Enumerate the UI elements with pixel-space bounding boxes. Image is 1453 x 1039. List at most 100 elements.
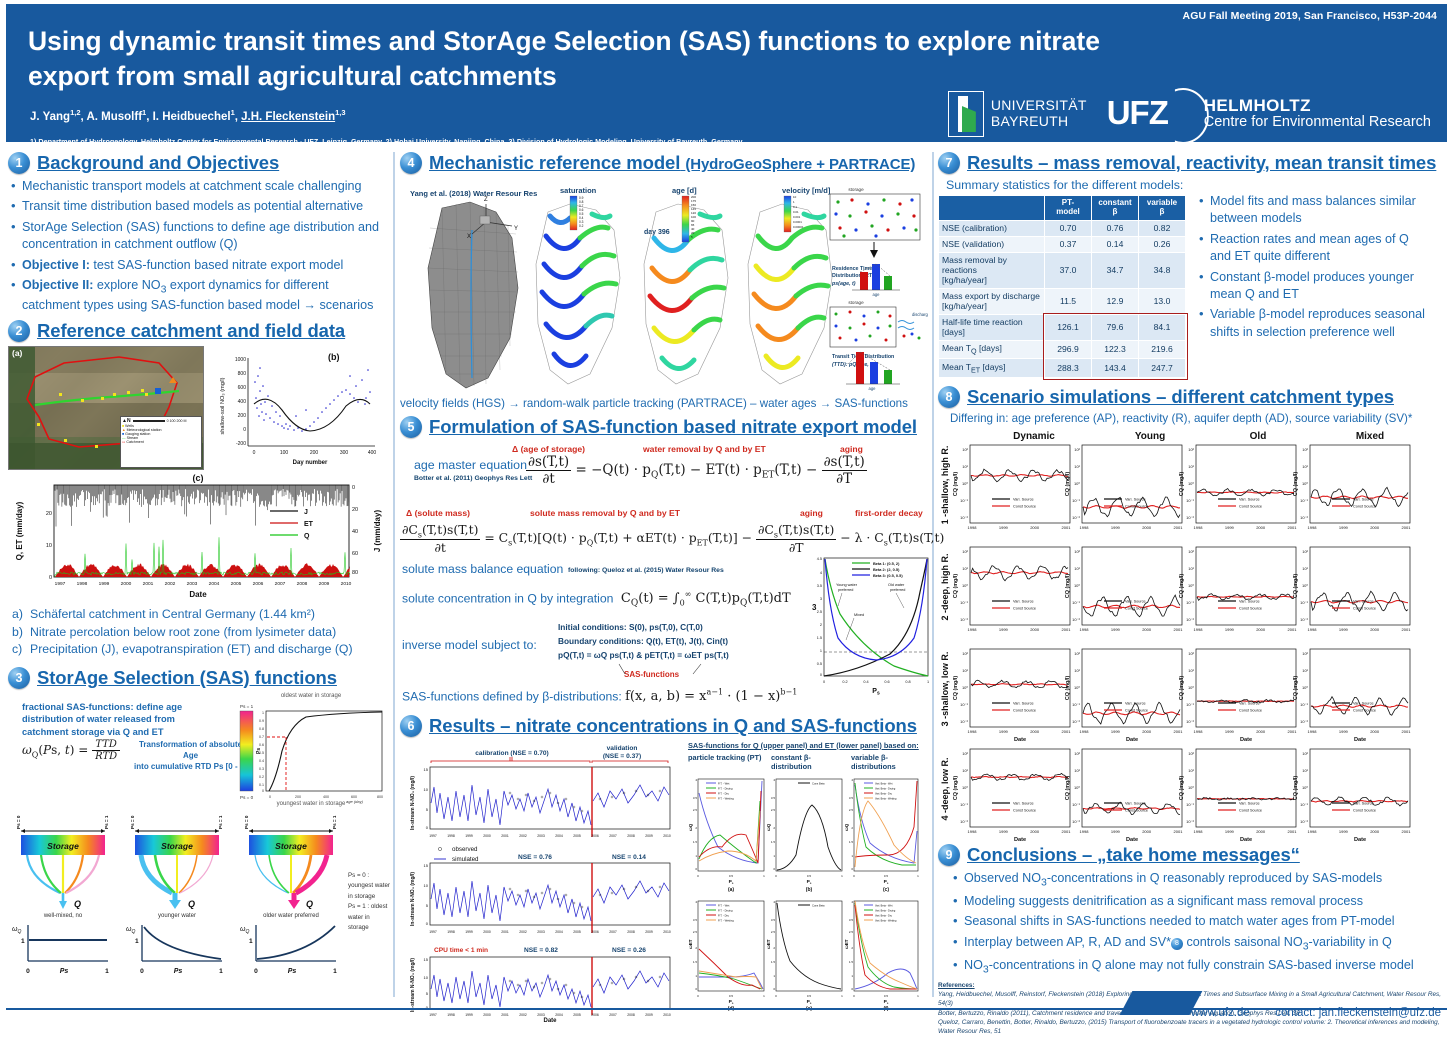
- svg-text:10⁻¹: 10⁻¹: [1072, 498, 1081, 503]
- scenario-cell: 10² 10¹ 10⁰ 10⁻¹ 10⁻² 1998 1999 2000 2001 CQ (mg/…: [1179, 546, 1297, 632]
- sas-xlabel-e: Ps: [807, 999, 812, 1005]
- cell-pt: 296.9: [1044, 339, 1092, 360]
- row-label: Half-life time reaction [days]: [938, 313, 1045, 341]
- beta-legend-2: Beta 2: (2, 0.5): [873, 567, 900, 572]
- rtd-xticks: 0 200 400 600 800: [269, 795, 383, 799]
- sim-line-bot-valid: [592, 970, 670, 994]
- q-label: Q: [188, 899, 195, 909]
- ts-xticks-bot: 1997 1998 1999 2000 2001 2002 2003 2004 2005 2…: [429, 1013, 671, 1017]
- cell-pt: 11.5: [1044, 287, 1092, 315]
- svg-text:10⁰: 10⁰: [1074, 481, 1080, 486]
- omega-equation: ωQ(Ps, t) = TTD RTD: [22, 739, 121, 762]
- svg-text:1998: 1998: [1194, 525, 1204, 530]
- legend-const-source: Const Source: [1239, 607, 1262, 611]
- ufz-logo-text: HELMHOLTZ Centre for Environmental Resea…: [1203, 96, 1431, 132]
- stream-3d-icon: [470, 229, 473, 379]
- svg-text:175: 175: [691, 199, 696, 203]
- svg-text:2000: 2000: [1256, 829, 1266, 834]
- svg-text:2008: 2008: [627, 930, 635, 934]
- svg-text:0.9: 0.9: [579, 196, 584, 200]
- omega-xtick-0: 0: [140, 968, 144, 975]
- row-label: Mean TET [days]: [938, 358, 1045, 379]
- objective-2-label: Objective II:: [22, 277, 94, 292]
- valid-bracket: [591, 760, 669, 763]
- section-ref-badge: 8: [1171, 937, 1183, 950]
- svg-text:3.5: 3.5: [817, 584, 822, 588]
- svg-text:2.5: 2.5: [817, 610, 822, 614]
- legend-vari-source: Vari. Source: [1239, 600, 1260, 604]
- omega-xtick-1: 1: [105, 968, 109, 975]
- omega-xtick-0: 0: [254, 968, 258, 975]
- flow-paths: [138, 854, 214, 895]
- ts-ylabel-bot: In-stream N-NO₃ (mg/l): [410, 958, 416, 1012]
- svg-text:0: 0: [775, 994, 777, 998]
- svg-text:Cons Beta: Cons Beta: [812, 782, 825, 786]
- particle-dots-bottom: [834, 310, 892, 342]
- footer-contact[interactable]: contact: jan.fleckenstein@ufz.de: [1275, 1007, 1441, 1019]
- map-scale-text: 0 100 200 M: [166, 419, 187, 424]
- cell-const: 0.14: [1091, 235, 1139, 253]
- legend-et: ET: [304, 521, 314, 528]
- age-panel: age [d] day 396: [643, 186, 729, 385]
- svg-text:1: 1: [763, 994, 765, 998]
- legend-const-source: Const Source: [1353, 709, 1376, 713]
- table-row: Mass removal by reactions [kg/ha/year] 37…: [938, 251, 1186, 289]
- scatter-fit-line: [253, 398, 371, 432]
- sim-line-top-valid: [592, 784, 670, 808]
- svg-text:10¹: 10¹: [1188, 566, 1194, 571]
- sas-functions-note: SAS-functions: [624, 670, 680, 679]
- legend-vari-source: Vari. Source: [1013, 702, 1034, 706]
- svg-text:10⁻²: 10⁻²: [1186, 617, 1195, 622]
- storage-label-top: storage: [848, 187, 864, 192]
- rtd-bars: age: [852, 263, 900, 297]
- svg-text:Vari. Beta - Drying: Vari. Beta - Drying: [875, 909, 896, 912]
- panel-c-ylabel-left: Q, ET (mm/day): [15, 502, 24, 561]
- svg-text:10¹: 10¹: [1074, 566, 1080, 571]
- storage-label: Storage: [47, 841, 79, 851]
- svg-text:Vari. Beta - Wet: Vari. Beta - Wet: [875, 782, 893, 785]
- svg-text:1999: 1999: [999, 829, 1009, 834]
- svg-text:2006: 2006: [591, 834, 599, 838]
- svg-text:0.5: 0.5: [817, 662, 822, 666]
- svg-text:4: 4: [695, 778, 697, 782]
- age-title: age [d]: [672, 186, 697, 195]
- q-arrow-icon: [169, 899, 181, 909]
- list-item: Modeling suggests denitrification as a s…: [952, 892, 1450, 910]
- scenario-cell: 10² 10¹ 10⁰ 10⁻¹ 10⁻² 1998 1999 2000 2001 CQ (mg/…: [1293, 648, 1411, 743]
- eq2-label: solute mass balance equation: [402, 562, 564, 576]
- svg-text:10¹: 10¹: [1074, 464, 1080, 469]
- section-number-badge: 7: [938, 152, 960, 174]
- svg-text:1998: 1998: [1308, 525, 1318, 530]
- panel-c-xlabel: Date: [189, 590, 207, 599]
- svg-text:0: 0: [426, 921, 429, 926]
- svg-text:5: 5: [426, 991, 429, 996]
- const-legend-q: Cons Beta: [798, 782, 825, 786]
- svg-text:Vari. Beta - Dry: Vari. Beta - Dry: [875, 914, 893, 917]
- ufz-line2: Centre for Environmental Research: [1203, 114, 1431, 131]
- svg-text:0: 0: [697, 994, 699, 998]
- footer-url[interactable]: www.ufz.de: [1191, 1007, 1250, 1019]
- svg-text:2: 2: [820, 623, 822, 627]
- cell-var: 13.0: [1138, 287, 1186, 315]
- svg-text:1998: 1998: [447, 1013, 455, 1017]
- svg-text:10²: 10²: [1302, 447, 1308, 452]
- svg-text:2.5: 2.5: [849, 930, 854, 934]
- discharge-particles: [902, 332, 921, 340]
- svg-text:10¹: 10¹: [1188, 464, 1194, 469]
- svg-text:2000: 2000: [1370, 627, 1380, 632]
- svg-text:200: 200: [310, 450, 319, 456]
- ufz-mark-icon: UFZ: [1107, 88, 1209, 144]
- legend-vari-source: Vari. Source: [1013, 600, 1034, 604]
- omega-plot-wellmixed: ωQ 1 0 1 Ps: [12, 924, 109, 975]
- references-heading: References:: [938, 981, 975, 989]
- scenario-col-dynamic: Dynamic: [1013, 431, 1055, 442]
- svg-text:10⁰: 10⁰: [1302, 785, 1308, 790]
- svg-text:0.4: 0.4: [579, 216, 584, 220]
- svg-text:2003: 2003: [187, 581, 198, 587]
- svg-text:4: 4: [773, 900, 775, 904]
- annotation-age-storage: Δ (age of storage): [512, 444, 586, 454]
- section-formulation: 5 Formulation of SAS-function based nitr…: [400, 416, 944, 714]
- section-reference-catchment: 2 Reference catchment and field data: [8, 320, 390, 658]
- cell-pt: 126.1: [1044, 313, 1092, 341]
